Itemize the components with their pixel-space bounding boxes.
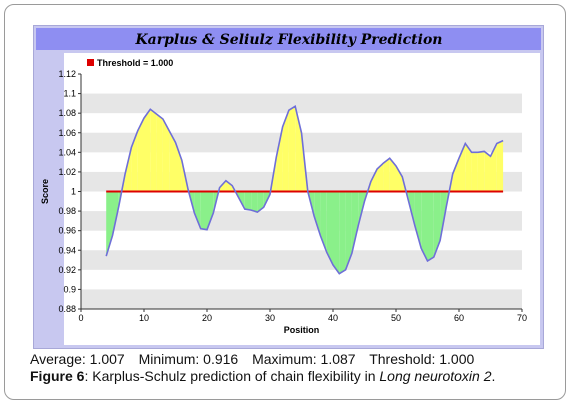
- flexibility-chart: Karplus & Seliulz Flexibility Prediction…: [36, 28, 541, 345]
- above-threshold-fill: [162, 119, 170, 192]
- below-threshold-fill: [333, 191, 340, 274]
- y-tick-label: 1.02: [58, 167, 76, 177]
- x-tick-label: 30: [265, 313, 275, 323]
- above-threshold-fill: [484, 151, 491, 192]
- below-threshold-fill: [314, 191, 321, 236]
- x-tick-label: 40: [328, 313, 338, 323]
- below-threshold-fill: [244, 191, 252, 211]
- y-tick-label: 0.9: [63, 284, 76, 294]
- y-axis-title: Score: [40, 179, 50, 204]
- above-threshold-fill: [282, 110, 289, 192]
- y-tick-label: 0.88: [58, 304, 76, 314]
- below-threshold-fill: [320, 191, 327, 253]
- above-threshold-fill: [125, 147, 132, 192]
- below-threshold-fill: [257, 191, 264, 213]
- x-tick-label: 50: [391, 313, 401, 323]
- y-tick-label: 1.12: [58, 69, 76, 79]
- grid-band: [81, 289, 522, 309]
- y-tick-label: 0.98: [58, 206, 76, 216]
- below-threshold-fill: [351, 191, 359, 254]
- below-threshold-fill: [251, 191, 258, 213]
- below-threshold-fill: [421, 191, 428, 262]
- x-axis-title: Position: [284, 325, 320, 335]
- below-threshold-fill: [200, 191, 207, 230]
- x-tick-label: 70: [517, 313, 527, 323]
- above-threshold-fill: [496, 140, 504, 192]
- stats-line: Average: 1.007 Minimum: 0.916 Maximum: 1…: [30, 351, 474, 367]
- figure-end: .: [491, 368, 496, 384]
- grid-band: [81, 93, 522, 114]
- above-threshold-fill: [288, 106, 296, 192]
- above-threshold-fill: [477, 151, 485, 192]
- above-threshold-fill: [276, 126, 283, 192]
- figure-italic-name: Long neurotoxin 2: [379, 368, 492, 384]
- above-threshold-fill: [452, 158, 459, 192]
- above-threshold-fill: [383, 158, 390, 192]
- y-tick-label: 1: [71, 187, 76, 197]
- above-threshold-fill: [175, 142, 182, 192]
- below-threshold-fill: [207, 191, 214, 230]
- stat-threshold: Threshold: 1.000: [369, 351, 475, 367]
- above-threshold-fill: [465, 143, 472, 192]
- y-tick-label: 1.1: [63, 89, 76, 99]
- above-threshold-fill: [396, 166, 403, 192]
- x-tick-label: 20: [202, 313, 212, 323]
- title-bar: [36, 28, 541, 50]
- figure-caption: Figure 6: Karplus-Schulz prediction of c…: [30, 368, 495, 384]
- x-tick-label: 0: [78, 313, 83, 323]
- below-threshold-fill: [194, 191, 201, 229]
- legend-label: Threshold = 1.000: [97, 58, 173, 68]
- stat-minimum: Minimum: 0.916: [138, 351, 239, 367]
- flexibility-line: [105, 105, 504, 275]
- above-threshold-fill: [471, 152, 478, 192]
- above-threshold-fill: [389, 158, 396, 192]
- above-threshold-fill: [144, 109, 151, 192]
- above-threshold-fill: [270, 157, 277, 192]
- above-threshold-fill: [225, 180, 233, 192]
- y-tick-label: 1.04: [58, 147, 76, 157]
- below-threshold-fill: [427, 191, 434, 262]
- figure-text: : Karplus-Schulz prediction of chain fle…: [84, 368, 380, 384]
- above-threshold-fill: [150, 109, 157, 192]
- figure-label: Figure 6: [30, 368, 85, 384]
- grid-band: [81, 250, 522, 270]
- chart-panel: Karplus & Seliulz Flexibility Prediction…: [33, 25, 544, 349]
- above-threshold-fill: [377, 163, 384, 192]
- x-tick-label: 10: [139, 313, 149, 323]
- y-tick-label: 0.94: [58, 245, 76, 255]
- below-threshold-fill: [414, 191, 422, 249]
- above-threshold-fill: [156, 114, 163, 192]
- above-threshold-fill: [137, 118, 144, 192]
- figure-frame: Karplus & Seliulz Flexibility Prediction…: [4, 4, 566, 400]
- below-threshold-fill: [433, 191, 441, 258]
- stat-maximum: Maximum: 1.087: [252, 351, 356, 367]
- above-threshold-fill: [169, 130, 176, 192]
- chart-title: Karplus & Seliulz Flexibility Prediction: [135, 32, 443, 48]
- below-threshold-fill: [326, 191, 333, 265]
- y-tick-label: 1.08: [58, 108, 76, 118]
- above-threshold-fill: [131, 130, 138, 192]
- above-threshold-fill: [490, 143, 497, 192]
- above-threshold-fill: [370, 168, 378, 192]
- grid-band: [81, 211, 522, 231]
- below-threshold-fill: [339, 191, 346, 274]
- y-tick-label: 1.06: [58, 128, 76, 138]
- legend-swatch: [87, 59, 94, 66]
- x-tick-label: 60: [454, 313, 464, 323]
- below-threshold-fill: [345, 191, 352, 270]
- y-tick-label: 0.96: [58, 226, 76, 236]
- stat-average: Average: 1.007: [30, 351, 125, 367]
- y-tick-label: 0.92: [58, 265, 76, 275]
